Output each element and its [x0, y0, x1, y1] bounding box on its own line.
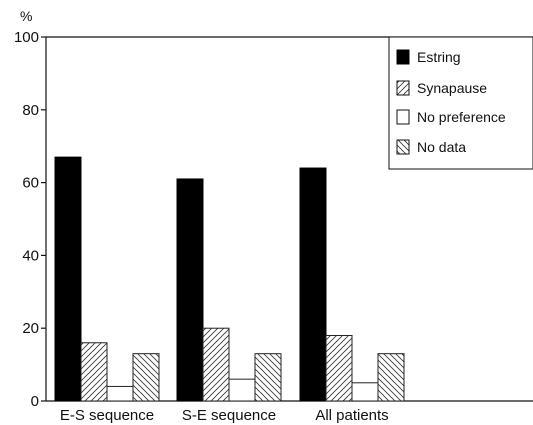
bar-estring	[54, 156, 82, 402]
bar-no-preference	[351, 382, 379, 402]
legend: Estring Synapause No preference No data	[388, 36, 533, 170]
category-label: S-E sequence	[182, 407, 276, 424]
y-axis-ticks: 0 20 40 60 80 100	[14, 29, 46, 410]
bar-estring	[299, 167, 327, 402]
y-tick-label: 60	[22, 175, 39, 192]
y-tick-label: 80	[22, 102, 39, 119]
bar-synapause	[202, 327, 230, 402]
bar-synapause	[325, 334, 353, 402]
bar-estring	[176, 178, 204, 402]
bar-no-data	[254, 353, 282, 402]
bar-no-data	[377, 353, 405, 402]
legend-swatch-estring	[396, 49, 410, 65]
legend-swatch-no-data	[396, 139, 410, 155]
legend-label-synapause: Synapause	[417, 80, 487, 96]
category-label: E-S sequence	[60, 407, 154, 424]
legend-swatch-synapause	[396, 80, 410, 96]
legend-swatch-no-preference	[396, 109, 410, 125]
y-tick-label: 0	[31, 393, 39, 410]
bar-no-preference	[228, 378, 256, 402]
category-labels: E-S sequence S-E sequence All patients	[60, 407, 389, 424]
bar-synapause	[80, 342, 108, 402]
y-tick-label: 20	[22, 320, 39, 337]
legend-label-no-preference: No preference	[417, 109, 506, 125]
bar-no-data	[132, 353, 160, 402]
category-label: All patients	[315, 407, 388, 424]
legend-label-estring: Estring	[417, 49, 461, 65]
legend-box	[388, 36, 533, 170]
bar-no-preference	[106, 385, 134, 402]
y-tick-label: 100	[14, 29, 39, 46]
y-axis-unit-label: %	[20, 8, 32, 24]
y-tick-label: 40	[22, 247, 39, 264]
legend-label-no-data: No data	[417, 139, 466, 155]
bars-group	[54, 156, 405, 402]
